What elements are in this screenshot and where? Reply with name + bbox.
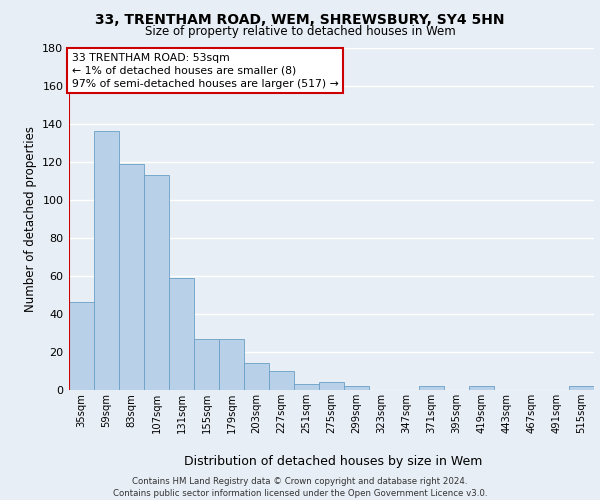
Text: Contains HM Land Registry data © Crown copyright and database right 2024.
Contai: Contains HM Land Registry data © Crown c… (113, 476, 487, 498)
Bar (69, 302, 94, 390)
Bar (169, 278, 194, 390)
Bar (344, 386, 369, 390)
Y-axis label: Number of detached properties: Number of detached properties (24, 126, 37, 312)
Text: 33 TRENTHAM ROAD: 53sqm
← 1% of detached houses are smaller (8)
97% of semi-deta: 33 TRENTHAM ROAD: 53sqm ← 1% of detached… (71, 52, 338, 89)
Bar (119, 164, 144, 390)
Bar (469, 386, 494, 390)
Bar (419, 386, 444, 390)
Bar (219, 338, 244, 390)
Bar (244, 364, 269, 390)
Bar (94, 131, 119, 390)
Bar (144, 175, 169, 390)
Text: Distribution of detached houses by size in Wem: Distribution of detached houses by size … (184, 454, 482, 468)
Bar (269, 371, 294, 390)
Bar (294, 384, 319, 390)
Text: 33, TRENTHAM ROAD, WEM, SHREWSBURY, SY4 5HN: 33, TRENTHAM ROAD, WEM, SHREWSBURY, SY4 … (95, 12, 505, 26)
Bar (569, 386, 594, 390)
Bar (319, 382, 344, 390)
Text: Size of property relative to detached houses in Wem: Size of property relative to detached ho… (145, 25, 455, 38)
Bar (194, 338, 219, 390)
